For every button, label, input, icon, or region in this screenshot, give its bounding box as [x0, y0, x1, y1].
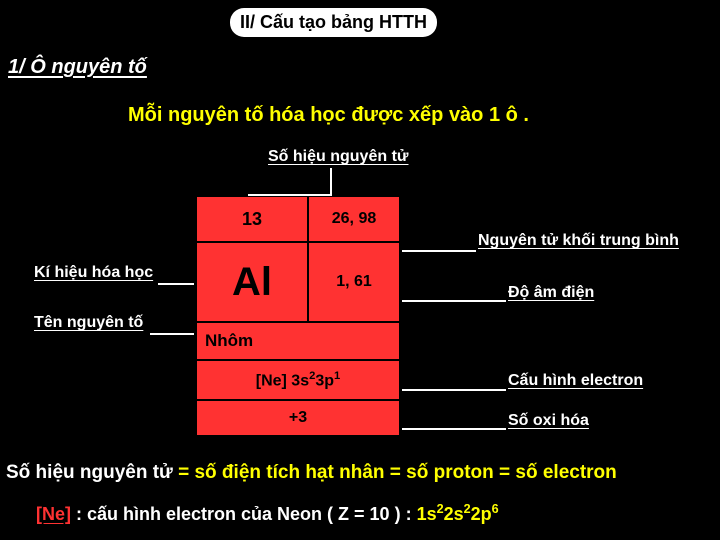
- label-symbol-text: Kí hiệu hóa học: [34, 264, 153, 281]
- label-ec-text: Cấu hình electron: [508, 372, 643, 389]
- section-title: II/ Cấu tạo bảng HTTH: [230, 8, 437, 37]
- cell-electron-config: [Ne] 3s23p1: [196, 360, 400, 400]
- label-element-name: Tên nguyên tố: [34, 314, 143, 332]
- label-atomic-number-text: Số hiệu nguyên tử: [268, 148, 408, 165]
- connector-line: [402, 300, 506, 302]
- ne-p4: 2p: [471, 504, 492, 524]
- label-symbol: Kí hiệu hóa học: [34, 264, 153, 282]
- label-en-text: Độ âm điện: [508, 284, 594, 301]
- connector-line: [402, 428, 506, 430]
- ne-p3: 2: [464, 502, 471, 516]
- cell-atomic-number-value: 13: [242, 209, 262, 230]
- ne-p1: 2: [437, 502, 444, 516]
- cell-oxid-value: +3: [289, 409, 307, 427]
- footer-eq-b: = số điện tích hạt nhân = số proton = số…: [173, 462, 617, 483]
- label-atomic-mass-text: Nguyên tử khối trung bình: [478, 232, 679, 249]
- connector-line: [150, 333, 194, 335]
- cell-atomic-mass: 26, 98: [308, 196, 400, 242]
- cell-element-name: Nhôm: [196, 322, 400, 360]
- cfg-mid: 3p: [315, 372, 334, 389]
- cell-symbol-value: Al: [232, 260, 272, 305]
- intro-text: Mỗi nguyên tố hóa học được xếp vào 1 ô .: [128, 104, 529, 127]
- section-title-text: II/ Cấu tạo bảng HTTH: [240, 12, 427, 32]
- cell-name-value: Nhôm: [205, 331, 253, 351]
- footer-ne-c: 1s22s22p6: [417, 504, 499, 524]
- label-atomic-mass: Nguyên tử khối trung bình: [478, 232, 679, 250]
- cell-en-value: 1, 61: [336, 273, 372, 291]
- connector-line: [402, 250, 476, 252]
- cell-mass-value: 26, 98: [332, 210, 376, 228]
- cfg-prefix: [Ne] 3s: [256, 372, 309, 389]
- ne-p2: 2s: [444, 504, 464, 524]
- ne-p5: 6: [492, 502, 499, 516]
- ne-p0: 1s: [417, 504, 437, 524]
- cell-electronegativity: 1, 61: [308, 242, 400, 322]
- subheading-1-text: 1/ Ô nguyên tố: [8, 56, 147, 78]
- cfg-s2: 1: [334, 370, 340, 382]
- footer-ne-b: : cấu hình electron của Neon ( Z = 10 ) …: [71, 504, 417, 524]
- subheading-1: 1/ Ô nguyên tố: [8, 56, 147, 79]
- footer-neon-config: [Ne] : cấu hình electron của Neon ( Z = …: [36, 502, 499, 525]
- cell-symbol: Al: [196, 242, 308, 322]
- connector-line: [402, 389, 506, 391]
- footer-eq-a: Số hiệu nguyên tử: [6, 462, 173, 483]
- label-ox-text: Số oxi hóa: [508, 412, 589, 429]
- cell-oxidation: +3: [196, 400, 400, 436]
- label-atomic-number: Số hiệu nguyên tử: [268, 148, 408, 166]
- footer-equation: Số hiệu nguyên tử = số điện tích hạt nhâ…: [6, 462, 617, 484]
- label-electron-config: Cấu hình electron: [508, 372, 643, 390]
- connector-line: [158, 283, 194, 285]
- intro-text-span: Mỗi nguyên tố hóa học được xếp vào 1 ô .: [128, 104, 529, 126]
- label-oxidation: Số oxi hóa: [508, 412, 589, 430]
- label-electronegativity: Độ âm điện: [508, 284, 594, 302]
- connector-line: [330, 168, 332, 194]
- cell-config-value: [Ne] 3s23p1: [256, 370, 341, 390]
- cell-atomic-number: 13: [196, 196, 308, 242]
- footer-ne-a: [Ne]: [36, 504, 71, 524]
- label-element-name-text: Tên nguyên tố: [34, 314, 143, 331]
